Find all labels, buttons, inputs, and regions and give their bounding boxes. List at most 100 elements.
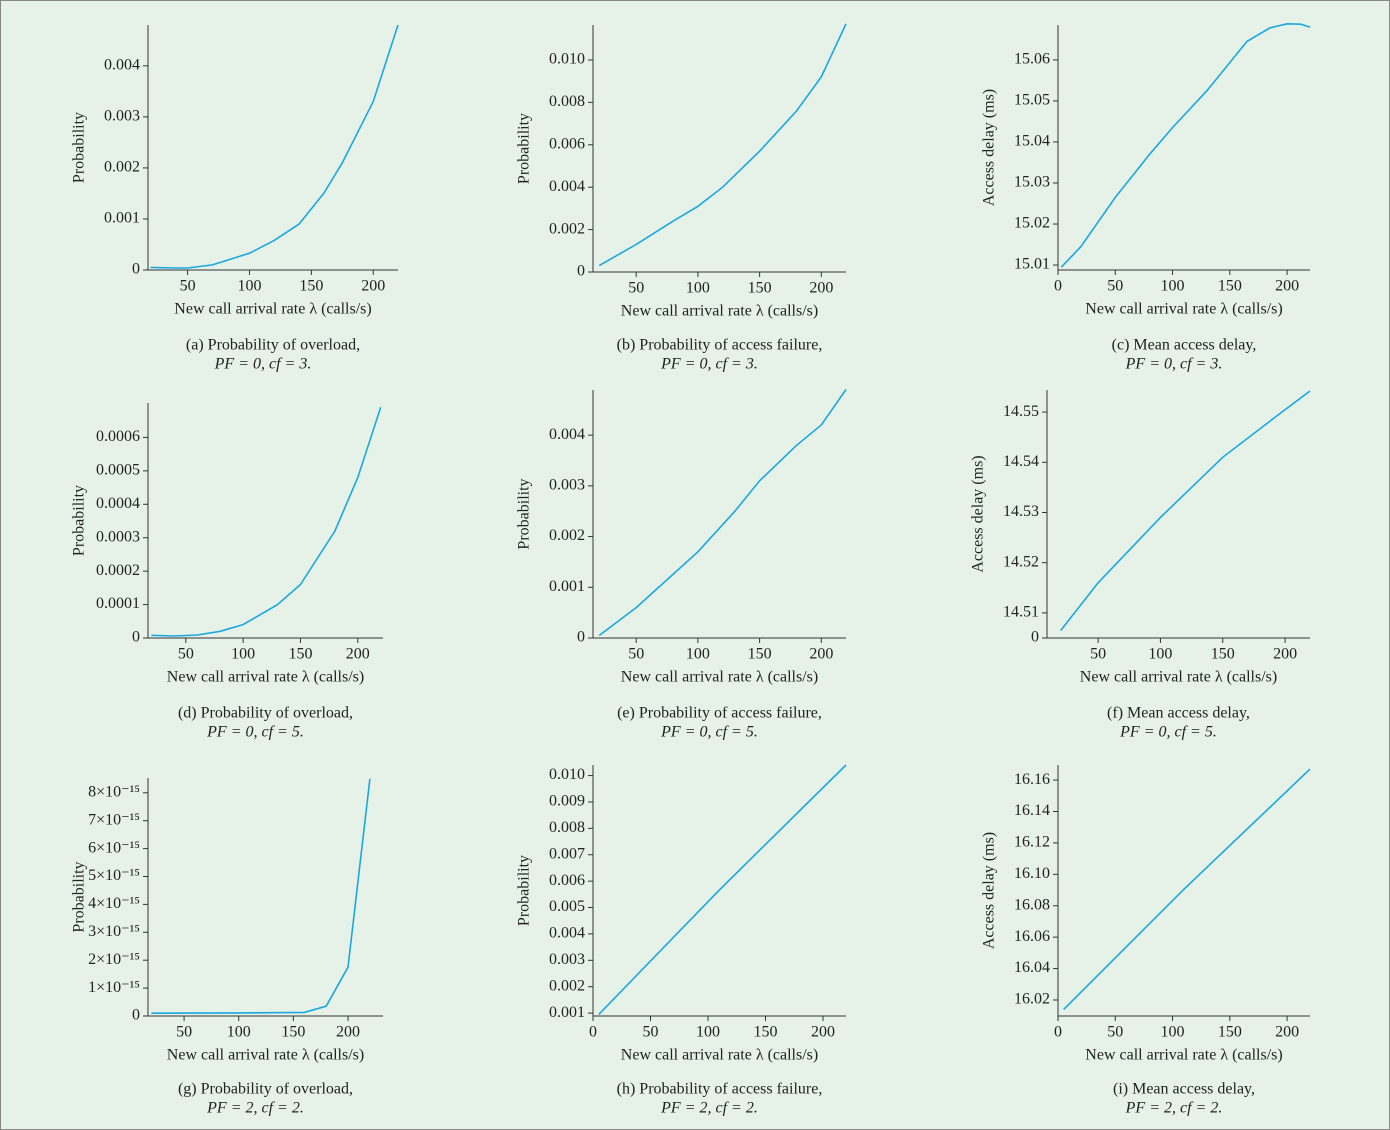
y-tick-label: 0.009 (549, 793, 585, 810)
x-tick-label: 0 (589, 1024, 597, 1041)
y-tick-label: 0.0005 (96, 462, 140, 479)
y-tick-label: 8×10⁻¹⁵ (88, 783, 140, 800)
y-tick-label: 0.010 (549, 766, 585, 783)
y-tick-label: 16.08 (1014, 896, 1050, 913)
x-tick-label: 100 (1148, 646, 1172, 663)
y-tick-label: 15.01 (1014, 256, 1050, 273)
caption: (b) Probability of access failure, (617, 337, 823, 354)
y-tick-label: 15.04 (1014, 133, 1050, 150)
y-tick-label: 14.54 (1003, 453, 1039, 470)
y-tick-label: 0.002 (104, 159, 140, 176)
y-tick-label: 2×10⁻¹⁵ (88, 951, 140, 968)
x-tick-label: 200 (361, 278, 385, 295)
x-tick-label: 150 (288, 646, 312, 663)
y-tick-label: 0.005 (549, 898, 585, 915)
y-axis-label: Probability (516, 113, 533, 184)
y-tick-label: 0.003 (549, 951, 585, 968)
x-tick-label: 150 (1211, 646, 1235, 663)
x-axis-label: New call arrival rate λ (calls/s) (1085, 301, 1282, 318)
x-tick-label: 200 (1275, 1024, 1299, 1041)
x-tick-label: 200 (811, 1024, 835, 1041)
y-tick-label: 6×10⁻¹⁵ (88, 839, 140, 856)
y-tick-label: 0.003 (104, 108, 140, 125)
x-tick-label: 150 (1218, 1024, 1242, 1041)
y-tick-label: 14.52 (1003, 553, 1039, 570)
x-tick-label: 50 (1107, 1024, 1123, 1041)
caption: PF = 2, cf = 2. (206, 1100, 304, 1117)
x-tick-label: 100 (686, 646, 710, 663)
caption: (f) Mean access delay, (1107, 705, 1250, 722)
y-tick-label: 0.007 (549, 845, 585, 862)
x-tick-label: 100 (1161, 1024, 1185, 1041)
x-tick-label: 200 (809, 646, 833, 663)
y-tick-label: 0.0003 (96, 528, 140, 545)
y-axis-label: Probability (516, 855, 533, 926)
y-tick-label: 0.0004 (96, 495, 140, 512)
y-tick-label: 3×10⁻¹⁵ (88, 923, 140, 940)
data-line (151, 778, 371, 1014)
y-tick-label: 16.16 (1014, 771, 1050, 788)
y-tick-label: 0.002 (549, 977, 585, 994)
y-tick-label: 1×10⁻¹⁵ (88, 979, 140, 996)
y-axis-label: Probability (71, 485, 88, 556)
y-tick-label: 0.004 (549, 925, 585, 942)
y-tick-label: 4×10⁻¹⁵ (88, 895, 140, 912)
y-tick-label: 0.008 (549, 93, 585, 110)
data-line (150, 24, 399, 269)
y-tick-label: 0.010 (549, 51, 585, 68)
y-tick-label: 0 (132, 629, 140, 646)
y-axis-label: Probability (516, 478, 533, 549)
y-tick-label: 0 (132, 261, 140, 278)
x-tick-label: 200 (336, 1024, 360, 1041)
x-tick-label: 50 (643, 1024, 659, 1041)
y-tick-label: 16.04 (1014, 959, 1050, 976)
data-line (1060, 22, 1311, 268)
caption: (h) Probability of access failure, (617, 1081, 823, 1098)
x-axis-label: New call arrival rate λ (calls/s) (167, 1047, 364, 1064)
y-tick-label: 0.004 (104, 57, 140, 74)
caption: (d) Probability of overload, (178, 705, 353, 722)
caption: PF = 0, cf = 3. (214, 356, 312, 373)
y-tick-label: 0.004 (549, 426, 585, 443)
x-tick-label: 150 (748, 646, 772, 663)
x-axis-label: New call arrival rate λ (calls/s) (621, 303, 818, 320)
data-line (1060, 390, 1311, 631)
y-tick-label: 16.12 (1014, 834, 1050, 851)
y-tick-label: 16.10 (1014, 865, 1050, 882)
x-tick-label: 200 (346, 646, 370, 663)
data-line (151, 407, 382, 637)
caption: PF = 2, cf = 2. (660, 1100, 758, 1117)
y-axis-label: Probability (71, 112, 88, 183)
y-tick-label: 0 (577, 629, 585, 646)
x-tick-label: 50 (628, 646, 644, 663)
caption: (i) Mean access delay, (1113, 1081, 1255, 1098)
x-axis-label: New call arrival rate λ (calls/s) (621, 1047, 818, 1064)
y-tick-label: 14.53 (1003, 503, 1039, 520)
x-tick-label: 0 (1054, 1024, 1062, 1041)
y-tick-label: 0.0006 (96, 428, 140, 445)
x-tick-label: 50 (180, 278, 196, 295)
x-tick-label: 200 (1275, 278, 1299, 295)
y-tick-label: 0.008 (549, 819, 585, 836)
x-tick-label: 150 (754, 1024, 778, 1041)
x-tick-label: 200 (1273, 646, 1297, 663)
x-axis-label: New call arrival rate λ (calls/s) (174, 301, 371, 318)
x-tick-label: 100 (237, 278, 261, 295)
x-axis-label: New call arrival rate λ (calls/s) (1080, 669, 1277, 686)
caption: (e) Probability of access failure, (617, 705, 822, 722)
y-tick-label: 5×10⁻¹⁵ (88, 867, 140, 884)
y-tick-label: 16.02 (1014, 991, 1050, 1008)
y-axis-label: Access delay (ms) (981, 832, 998, 949)
y-tick-label: 0.001 (549, 578, 585, 595)
y-tick-label: 7×10⁻¹⁵ (88, 811, 140, 828)
caption: PF = 0, cf = 3. (1125, 356, 1223, 373)
x-tick-label: 100 (227, 1024, 251, 1041)
x-tick-label: 200 (809, 280, 833, 297)
y-tick-label: 0.001 (104, 210, 140, 227)
y-tick-label: 15.06 (1014, 51, 1050, 68)
x-tick-label: 100 (696, 1024, 720, 1041)
caption: PF = 0, cf = 3. (660, 356, 758, 373)
y-tick-label: 14.55 (1003, 403, 1039, 420)
x-tick-label: 150 (281, 1024, 305, 1041)
